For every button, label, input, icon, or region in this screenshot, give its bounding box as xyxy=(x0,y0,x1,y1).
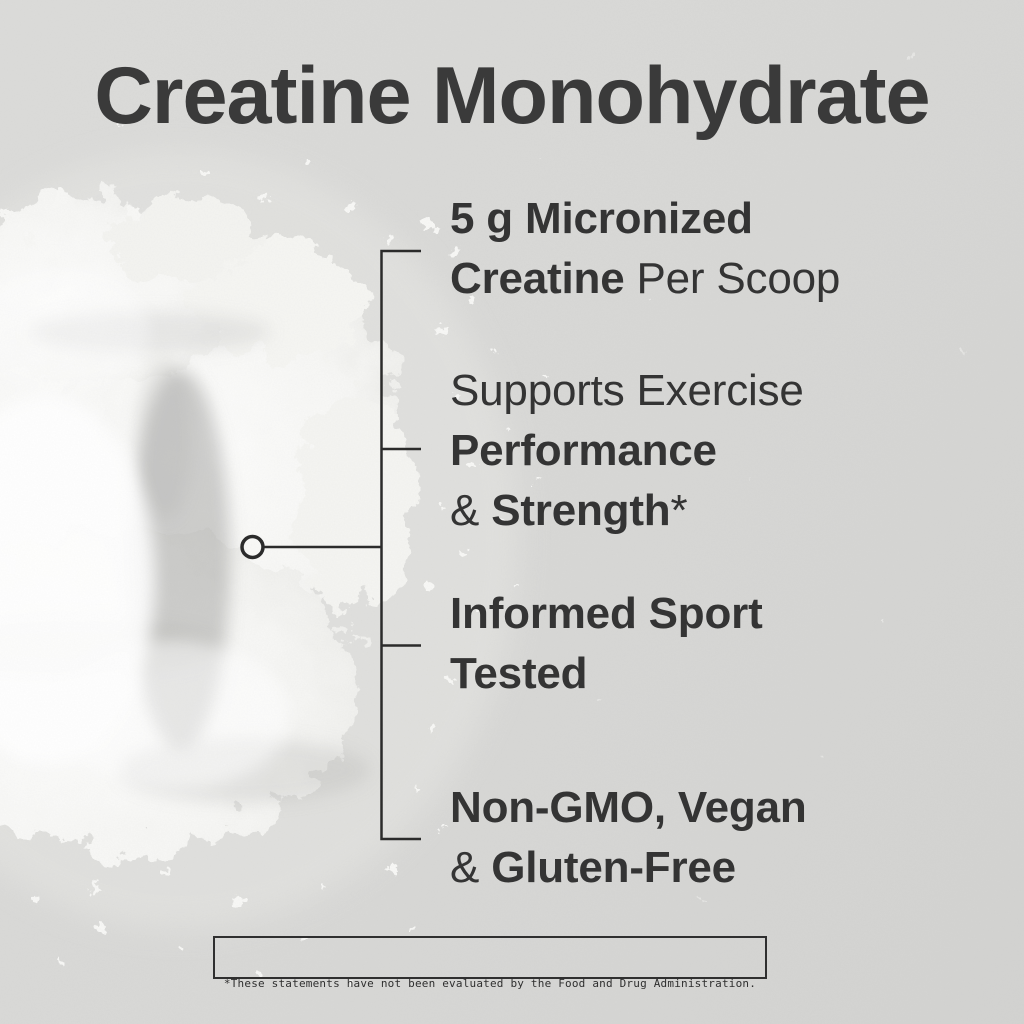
callout-text-bold: Tested xyxy=(450,649,588,698)
callout-line-text: Creatine Per Scoop xyxy=(450,249,1015,309)
callout-line-text: Non-GMO, Vegan xyxy=(450,778,1015,838)
callout-line-text: Supports Exercise xyxy=(450,361,1015,421)
callout-text-bold: Creatine xyxy=(450,254,625,303)
fda-disclaimer-box: *These statements have not been evaluate… xyxy=(213,936,767,990)
callout-line-text: & Strength* xyxy=(450,481,1015,541)
callout-line-text: Informed Sport xyxy=(450,584,1015,644)
callout-diet: Non-GMO, Vegan & Gluten-Free xyxy=(450,778,1015,898)
callout-line-text: Performance xyxy=(450,421,1015,481)
callout-text-regular: & xyxy=(450,486,492,535)
callout-text-bold: Informed Sport xyxy=(450,589,763,638)
callout-text-bold: Non-GMO, Vegan xyxy=(450,783,807,832)
callout-bracket xyxy=(380,249,421,841)
callout-text-regular: * xyxy=(670,486,688,535)
callout-text-regular: Per Scoop xyxy=(624,254,841,303)
fda-disclaimer-line-1: *These statements have not been evaluate… xyxy=(223,977,757,990)
callout-performance: Supports Exercise Performance & Strength… xyxy=(450,361,1015,541)
callout-text-regular: & xyxy=(450,843,492,892)
circle-marker-icon xyxy=(240,534,265,560)
product-title: Creatine Monohydrate xyxy=(94,51,930,141)
callout-text-bold: Gluten-Free xyxy=(491,843,736,892)
callout-line-text: Tested xyxy=(450,644,1015,704)
callout-text-bold: Performance xyxy=(450,426,717,475)
callout-text-bold: Strength xyxy=(491,486,671,535)
callout-line-text: 5 g Micronized xyxy=(450,189,1015,249)
callout-line-text: & Gluten-Free xyxy=(450,838,1015,898)
callout-text-bold: 5 g Micronized xyxy=(450,194,753,243)
callout-informed-sport: Informed Sport Tested xyxy=(450,584,1015,704)
callout-serving: 5 g Micronized Creatine Per Scoop xyxy=(450,189,1015,309)
callout-text-regular: Supports Exercise xyxy=(450,366,804,415)
